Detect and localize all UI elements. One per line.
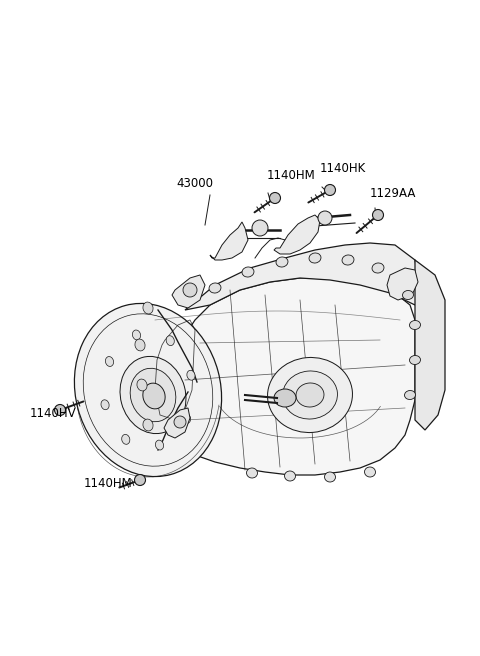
Ellipse shape: [132, 330, 141, 340]
Polygon shape: [415, 260, 445, 430]
Ellipse shape: [285, 471, 296, 481]
Ellipse shape: [143, 419, 153, 431]
Ellipse shape: [405, 390, 416, 400]
Text: 1129AA: 1129AA: [370, 187, 416, 200]
Ellipse shape: [120, 356, 186, 434]
Ellipse shape: [187, 370, 195, 380]
Ellipse shape: [372, 263, 384, 273]
Ellipse shape: [364, 467, 375, 477]
Text: 43000: 43000: [177, 177, 214, 190]
Ellipse shape: [283, 371, 337, 419]
Ellipse shape: [137, 379, 147, 391]
Ellipse shape: [403, 291, 413, 300]
Ellipse shape: [106, 357, 114, 367]
Ellipse shape: [296, 383, 324, 407]
Ellipse shape: [342, 255, 354, 265]
Text: 1140HK: 1140HK: [320, 162, 366, 175]
Ellipse shape: [166, 336, 174, 346]
Circle shape: [324, 184, 336, 195]
Polygon shape: [164, 408, 190, 438]
Ellipse shape: [247, 468, 257, 478]
Ellipse shape: [182, 413, 191, 423]
Polygon shape: [387, 268, 418, 300]
Ellipse shape: [242, 267, 254, 277]
Text: 1140HV: 1140HV: [30, 407, 77, 420]
Polygon shape: [172, 275, 205, 308]
Circle shape: [174, 416, 186, 428]
Ellipse shape: [274, 389, 296, 407]
Circle shape: [134, 474, 145, 485]
Ellipse shape: [101, 400, 109, 410]
Ellipse shape: [309, 253, 321, 263]
Polygon shape: [210, 222, 248, 260]
Ellipse shape: [122, 434, 130, 444]
Ellipse shape: [143, 302, 153, 314]
Circle shape: [269, 192, 280, 203]
Circle shape: [372, 209, 384, 220]
Ellipse shape: [409, 356, 420, 365]
Circle shape: [183, 283, 197, 297]
Circle shape: [55, 405, 65, 415]
Polygon shape: [185, 243, 420, 310]
Polygon shape: [274, 215, 320, 254]
Ellipse shape: [267, 358, 352, 432]
Text: 1140HM: 1140HM: [84, 477, 132, 490]
Ellipse shape: [74, 304, 222, 476]
Text: 1140HM: 1140HM: [267, 169, 316, 182]
Ellipse shape: [409, 321, 420, 329]
Polygon shape: [165, 278, 415, 475]
Circle shape: [318, 211, 332, 225]
Circle shape: [252, 220, 268, 236]
Ellipse shape: [143, 383, 165, 409]
Ellipse shape: [324, 472, 336, 482]
Ellipse shape: [209, 283, 221, 293]
Ellipse shape: [135, 339, 145, 351]
Ellipse shape: [276, 257, 288, 267]
Ellipse shape: [156, 440, 164, 450]
Ellipse shape: [130, 368, 176, 422]
